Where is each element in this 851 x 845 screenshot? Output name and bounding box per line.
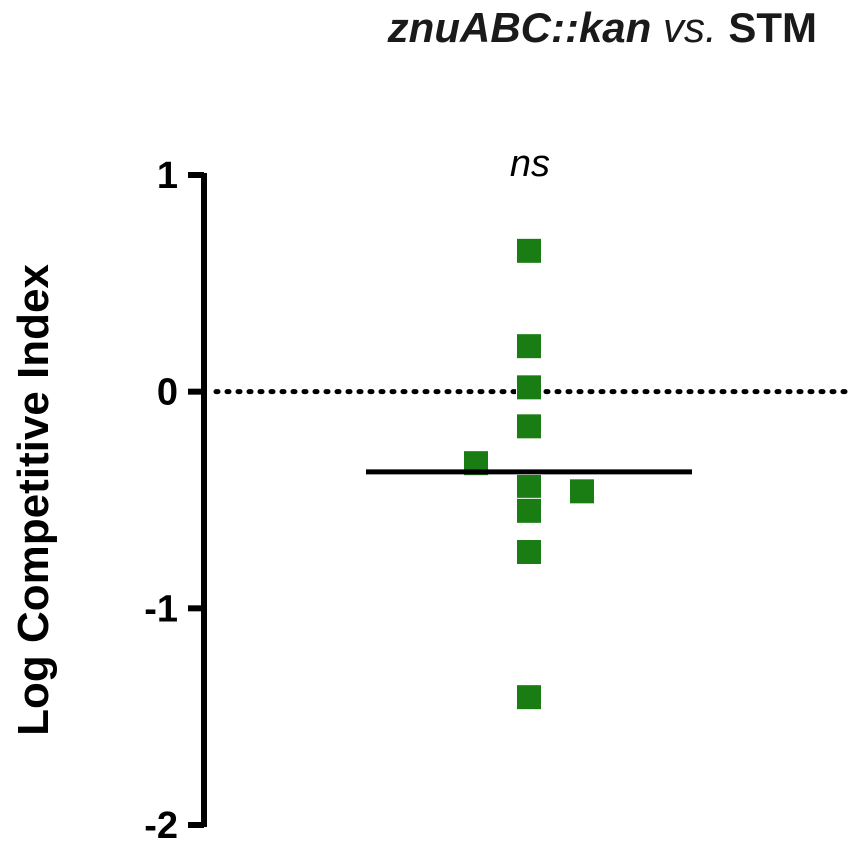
data-point: [569, 478, 595, 505]
y-tick-label: -2: [144, 805, 178, 845]
data-point: [516, 237, 542, 264]
y-tick-label: -1: [144, 588, 178, 630]
data-point: [516, 539, 542, 565]
data-point: [516, 333, 542, 360]
title-gene: znuABC::kan: [387, 4, 652, 51]
y-axis-label: Log Competitive Index: [9, 264, 58, 736]
chart-title: znuABC::kan vs. STM: [387, 4, 817, 51]
title-vs: vs.: [663, 4, 717, 51]
data-point: [516, 374, 542, 401]
y-tick-label: 1: [157, 155, 178, 197]
data-point: [516, 474, 542, 500]
data-point: [516, 497, 542, 524]
significance-annotation: ns: [510, 143, 550, 185]
data-point: [516, 684, 542, 711]
y-axis: 1 0 -1 -2: [144, 155, 207, 845]
data-point: [516, 413, 542, 440]
y-tick-label: 0: [157, 372, 178, 414]
title-ref: STM: [728, 4, 817, 51]
